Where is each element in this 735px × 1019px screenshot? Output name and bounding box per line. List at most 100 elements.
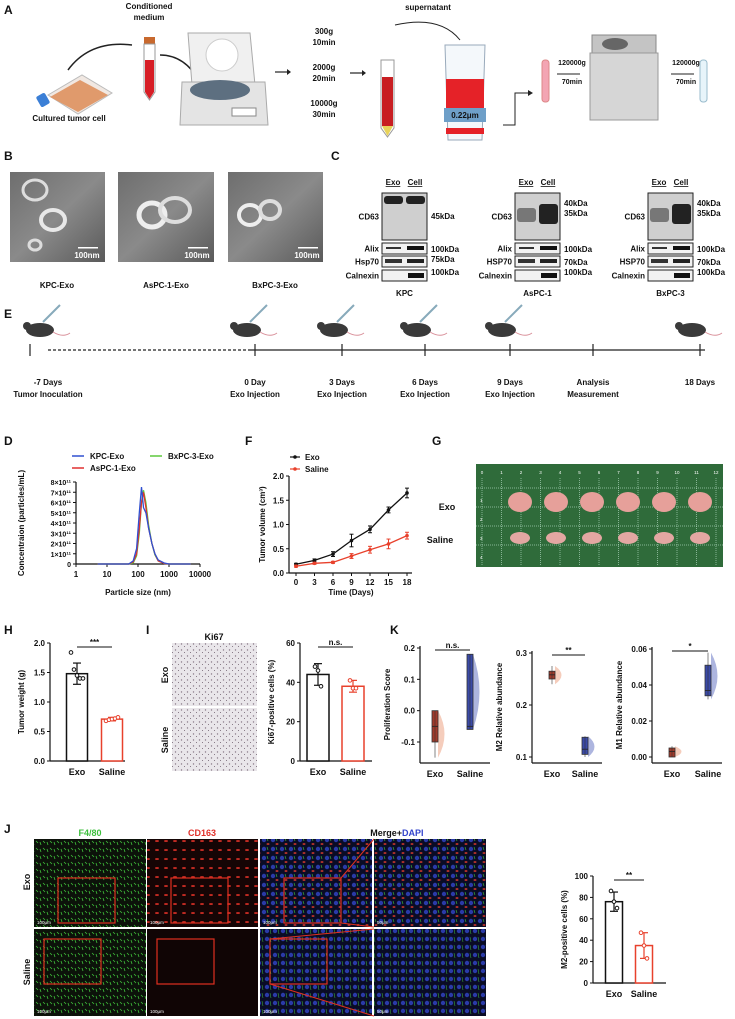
tem-label-aspc1: AsPC-1-Exo <box>143 281 189 290</box>
data-point <box>312 558 317 563</box>
arrow-icon <box>503 92 530 126</box>
y-tick-label: 1.0 <box>273 521 285 530</box>
panel-e-timeline: -7 Days Tumor Inoculation 0 Day Exo Injecti… <box>13 304 723 399</box>
panel-label-e: E <box>4 307 12 321</box>
fluorescence-image <box>34 839 146 927</box>
spin-step-1-force: 300g <box>315 27 333 36</box>
mouse-tail <box>52 331 71 336</box>
data-point <box>331 560 335 565</box>
scale-bar-label: 50μm <box>377 1009 389 1014</box>
y-tick-label: 2×10¹¹ <box>51 542 72 549</box>
channel-label-merge: Merge+ <box>370 828 402 838</box>
x-category-label: Exo <box>310 767 327 777</box>
mw-marker: 40kDa <box>564 199 588 208</box>
timepoint-event: Exo Injection <box>230 390 280 399</box>
fluorescence-image <box>34 929 146 1016</box>
legend-marker <box>293 455 297 459</box>
arrowhead-icon <box>528 90 533 96</box>
data-point <box>614 905 620 911</box>
legend-label: AsPC-1-Exo <box>90 464 136 473</box>
ruler-number: 9 <box>656 470 659 475</box>
x-category-label: Exo <box>69 767 86 777</box>
panel-a-workflow: Conditioned medium Cultured tumor cell 3… <box>32 2 708 141</box>
supernatant-label: supernatant <box>405 3 451 12</box>
x-category-label: Saline <box>340 767 367 777</box>
x-category-label: Saline <box>572 769 599 779</box>
arrowhead-icon <box>287 69 291 75</box>
y-tick-label: 20 <box>286 718 295 727</box>
protein-label: Alix <box>497 245 512 254</box>
tumor-exo <box>508 492 532 512</box>
mw-marker: 100kDa <box>431 268 460 277</box>
lane-label-exo: Exo <box>519 178 534 187</box>
panel-label-a: A <box>4 3 13 17</box>
y-tick-label: 0 <box>291 757 296 766</box>
scale-bar-label: 100μm <box>263 1009 277 1014</box>
blot-strip <box>381 269 428 282</box>
fluorescence-image <box>260 929 372 1016</box>
protein-label: Alix <box>630 245 645 254</box>
mw-marker: 75kDa <box>431 255 455 264</box>
blot-band <box>674 273 690 278</box>
blot-band <box>540 259 557 263</box>
scale-bar-label: 100μm <box>37 920 51 925</box>
tem-image-kpc: 100nm KPC-Exo <box>10 172 105 290</box>
data-point <box>644 956 650 961</box>
syringe-icon <box>419 304 438 323</box>
blot-band <box>407 259 424 263</box>
tem-label-kpc: KPC-Exo <box>40 281 74 290</box>
mouse-tail <box>514 331 533 336</box>
panel-label-d: D <box>4 434 13 448</box>
blot-band <box>541 273 557 278</box>
roi-box <box>269 938 328 985</box>
data-point <box>353 685 359 691</box>
bar-saline <box>341 685 365 762</box>
blot-strip <box>514 255 561 268</box>
lane-label-cell: Cell <box>674 178 689 187</box>
ruler-number: 5 <box>578 470 581 475</box>
blot-strip <box>647 242 694 255</box>
ruler-number: 10 <box>674 470 680 475</box>
data-point <box>331 552 335 556</box>
zoom-line <box>269 983 375 1017</box>
half-violin <box>675 746 682 757</box>
blot-band <box>673 246 690 250</box>
row-label-exo: Exo <box>22 873 32 890</box>
y-tick-label: 3×10¹¹ <box>51 531 72 538</box>
significance-label: n.s. <box>446 641 460 650</box>
timepoint-event: Exo Injection <box>400 390 450 399</box>
y-tick-label: 0.0 <box>34 757 46 766</box>
y-tick-label: 8×10¹¹ <box>51 480 72 487</box>
ihc-image-saline <box>172 708 257 771</box>
ruler-number: 3 <box>539 470 542 475</box>
y-tick-label: 1.5 <box>34 669 46 678</box>
tumor-exo <box>544 492 568 512</box>
fluorescence-image <box>147 929 258 1016</box>
blot-strip <box>647 255 694 268</box>
mw-marker: 100kDa <box>431 245 460 254</box>
y-tick-label: 6×10¹¹ <box>51 501 72 508</box>
timepoint-day: 6 Days <box>412 378 438 387</box>
ruler-number: 0 <box>481 470 484 475</box>
panel-j-immunofluorescence: F4/80 CD163 Merge+ DAPI Exo Saline 100μm… <box>22 828 486 1017</box>
pink-tube-icon <box>541 59 550 103</box>
y-tick-label: 4×10¹¹ <box>51 521 72 528</box>
row-label-exo: Exo <box>439 502 456 512</box>
blot-band <box>384 196 403 204</box>
data-point <box>608 888 614 894</box>
spin-step-3-time: 30min <box>312 110 335 119</box>
arrow-icon <box>67 43 133 71</box>
data-point <box>68 650 74 655</box>
panel-label-f: F <box>245 434 252 448</box>
tumor-photo <box>476 464 723 567</box>
tumor-saline <box>618 532 638 544</box>
legend-marker <box>293 467 297 471</box>
timepoint-day: 0 Day <box>244 378 266 387</box>
channel-label-cd163: CD163 <box>188 828 216 838</box>
data-point <box>405 491 409 495</box>
centrifuge-icon <box>179 32 269 126</box>
protein-label: Calnexin <box>612 272 645 281</box>
ki67-title: Ki67 <box>204 632 223 642</box>
mw-marker: 70kDa <box>697 258 721 267</box>
